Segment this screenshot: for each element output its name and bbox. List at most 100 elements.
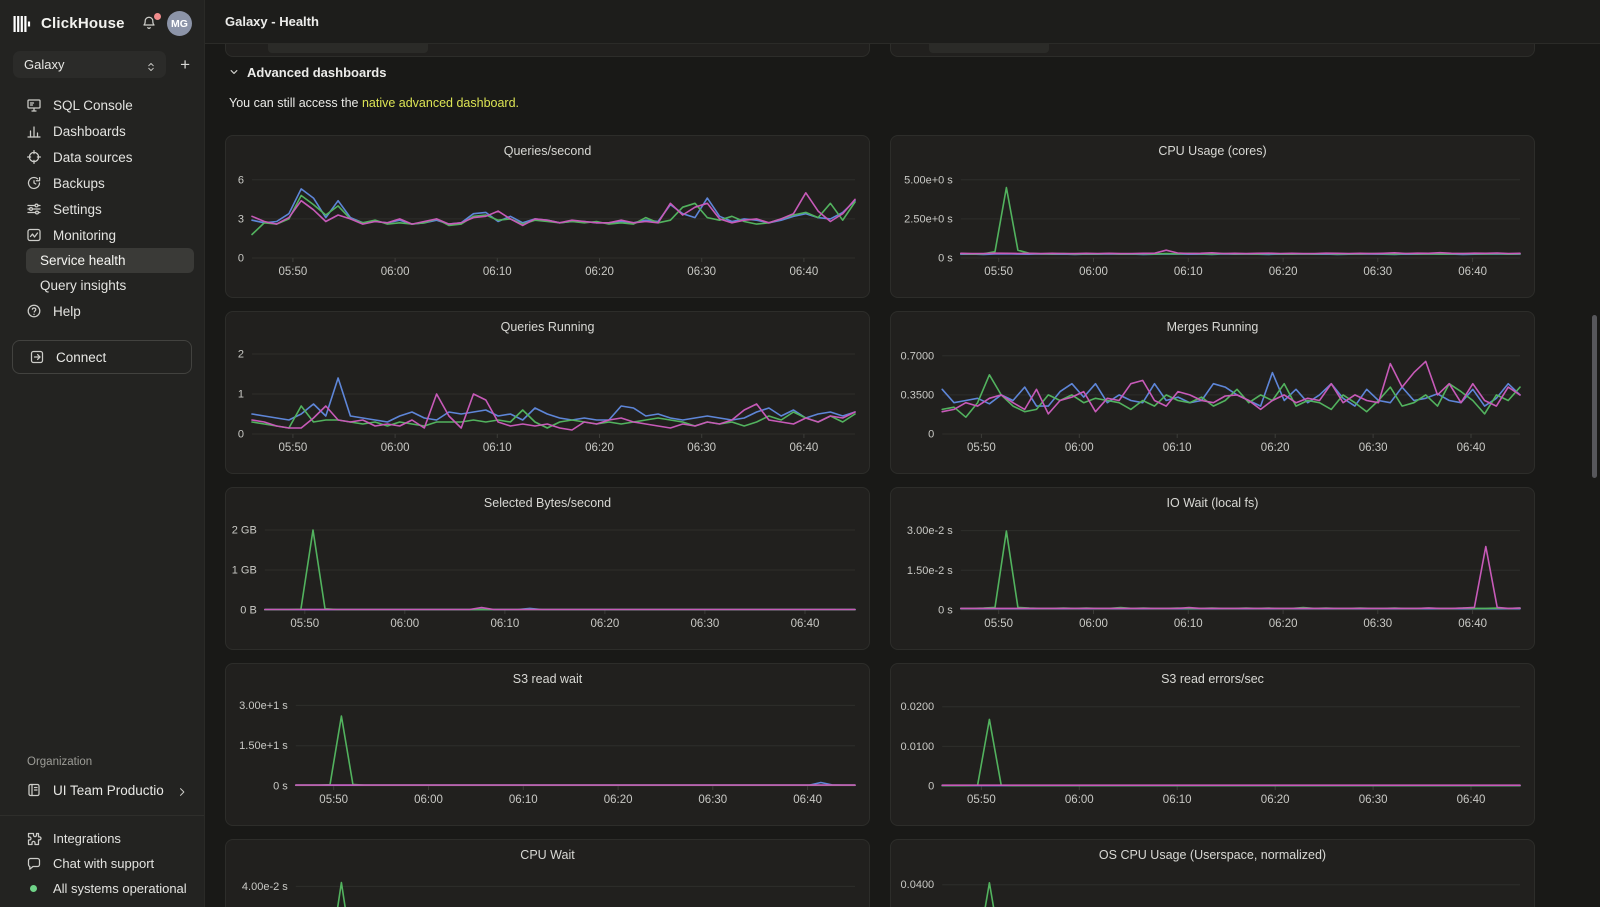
partial-control — [268, 44, 428, 53]
sidebar-bottom: Organization UI Team Productio... Integr… — [0, 756, 204, 907]
sidebar-item-settings[interactable]: Settings — [10, 196, 194, 222]
svg-text:06:30: 06:30 — [687, 442, 716, 454]
svg-text:0.0400: 0.0400 — [901, 879, 935, 891]
chart-title: Merges Running — [1166, 320, 1259, 334]
chart-selected-bytes[interactable]: 0 B 1 GB 2 GB 05:50 06:00 06:10 06:20 06:30 06:4… — [226, 488, 869, 649]
svg-text:06:00: 06:00 — [381, 266, 410, 278]
svg-text:06:40: 06:40 — [790, 266, 819, 278]
chart-title: IO Wait (local fs) — [1166, 496, 1259, 510]
svg-text:0 s: 0 s — [938, 253, 953, 265]
help-icon — [26, 303, 42, 319]
sidebar-item-dashboards[interactable]: Dashboards — [10, 118, 194, 144]
sidebar-item-help[interactable]: Help — [10, 298, 194, 324]
chart-title: S3 read wait — [512, 672, 583, 686]
chart-card-os-cpu-usage: OS CPU Usage (Userspace, normalized) 0.0… — [890, 839, 1535, 907]
charts-grid: Queries/second 0 3 6 05:50 06:00 06:10 06:20 06… — [225, 135, 1600, 907]
advanced-dashboard-note: You can still access the native advanced… — [229, 96, 1600, 110]
organization-name: UI Team Productio... — [53, 782, 165, 798]
svg-text:1: 1 — [238, 389, 244, 401]
chart-s3-read-wait[interactable]: 0 s 1.50e+1 s 3.00e+1 s 05:50 06:00 06:10 06:2… — [226, 664, 869, 825]
status-label: All systems operational — [53, 881, 187, 896]
svg-text:0 B: 0 B — [240, 605, 257, 617]
svg-text:0 s: 0 s — [938, 605, 953, 617]
connect-label: Connect — [56, 349, 107, 365]
svg-text:0: 0 — [928, 781, 934, 793]
chart-title: OS CPU Usage (Userspace, normalized) — [1098, 848, 1327, 862]
svg-text:0: 0 — [238, 253, 244, 265]
svg-text:06:40: 06:40 — [791, 618, 820, 630]
svg-text:0.3500: 0.3500 — [901, 389, 935, 401]
sidebar-item-sql-console[interactable]: SQL Console — [10, 92, 194, 118]
svg-text:06:10: 06:10 — [491, 618, 520, 630]
chart-s3-read-errors[interactable]: 0 0.0100 0.0200 05:50 06:00 06:10 06:20 06:30 06… — [891, 664, 1534, 825]
backup-restore-icon — [26, 175, 42, 191]
chart-title: CPU Usage (cores) — [1158, 144, 1267, 158]
svg-text:06:20: 06:20 — [591, 618, 620, 630]
chart-card-s3-read-errors: S3 read errors/sec 0 0.0100 0.0200 05:50 06:… — [890, 663, 1535, 826]
svg-text:1.50e+1 s: 1.50e+1 s — [239, 740, 288, 752]
sidebar-header: ClickHouse MG — [0, 0, 204, 44]
chart-queries-running[interactable]: 0 1 2 05:50 06:00 06:10 06:20 06:30 06:40 — [226, 312, 869, 473]
sidebar-item-monitoring[interactable]: Monitoring — [10, 222, 194, 248]
svg-text:05:50: 05:50 — [290, 618, 319, 630]
chevron-right-icon — [176, 784, 188, 796]
svg-text:06:10: 06:10 — [509, 794, 538, 806]
svg-text:3.00e-2 s: 3.00e-2 s — [907, 525, 953, 537]
partial-control — [929, 44, 1049, 53]
chart-io-wait[interactable]: 0 s 1.50e-2 s 3.00e-2 s 05:50 06:00 06:10 06:2… — [891, 488, 1534, 649]
connect-button[interactable]: Connect — [12, 340, 192, 374]
sidebar-item-chat-support[interactable]: Chat with support — [0, 851, 204, 876]
svg-text:06:30: 06:30 — [691, 618, 720, 630]
chart-queries-per-second[interactable]: 0 3 6 05:50 06:00 06:10 06:20 06:30 06:40 — [226, 136, 869, 297]
svg-text:06:30: 06:30 — [1359, 794, 1388, 806]
content-area: Advanced dashboards You can still access… — [205, 44, 1600, 907]
chart-title: CPU Wait — [520, 848, 575, 862]
svg-text:05:50: 05:50 — [967, 442, 996, 454]
sidebar-nav: SQL Console Dashboards Data sources Back… — [0, 88, 204, 324]
sidebar-item-data-sources[interactable]: Data sources — [10, 144, 194, 170]
organization-icon — [26, 782, 42, 798]
add-service-button[interactable]: + — [180, 55, 190, 74]
svg-text:6: 6 — [238, 174, 244, 186]
svg-text:06:40: 06:40 — [1458, 618, 1487, 630]
section-advanced-dashboards[interactable]: Advanced dashboards — [229, 63, 1600, 81]
scrollbar-thumb[interactable] — [1592, 315, 1597, 478]
svg-text:0: 0 — [238, 429, 244, 441]
svg-text:06:30: 06:30 — [698, 794, 727, 806]
svg-text:06:40: 06:40 — [1457, 794, 1486, 806]
notifications-button[interactable] — [141, 12, 161, 33]
svg-text:06:20: 06:20 — [1261, 794, 1290, 806]
svg-text:5.00e+0 s: 5.00e+0 s — [904, 174, 953, 186]
svg-text:06:40: 06:40 — [793, 794, 822, 806]
svg-text:05:50: 05:50 — [319, 794, 348, 806]
svg-text:0 s: 0 s — [273, 781, 288, 793]
chart-card-s3-read-wait: S3 read wait 0 s 1.50e+1 s 3.00e+1 s 05:50 0… — [225, 663, 870, 826]
svg-text:05:50: 05:50 — [279, 266, 308, 278]
native-advanced-dashboard-link[interactable]: native advanced dashboard — [361, 96, 516, 110]
sidebar-item-label: Service health — [40, 253, 126, 268]
chart-cpu-usage[interactable]: 0 s 2.50e+0 s 5.00e+0 s 05:50 06:00 06:10 06:2… — [891, 136, 1534, 297]
service-selector-value: Galaxy — [24, 57, 65, 72]
svg-text:06:10: 06:10 — [1174, 618, 1203, 630]
sidebar-item-service-health[interactable]: Service health — [26, 248, 194, 273]
footer-item-label: Chat with support — [53, 856, 155, 871]
svg-text:06:30: 06:30 — [687, 266, 716, 278]
sidebar-item-backups[interactable]: Backups — [10, 170, 194, 196]
chevron-down-icon — [229, 67, 239, 77]
svg-text:06:20: 06:20 — [1269, 266, 1298, 278]
sidebar-item-integrations[interactable]: Integrations — [0, 826, 204, 851]
sidebar-item-query-insights[interactable]: Query insights — [26, 273, 194, 298]
svg-text:06:00: 06:00 — [414, 794, 443, 806]
svg-text:0.0200: 0.0200 — [901, 701, 935, 713]
top-bar: Galaxy - Health — [205, 0, 1600, 44]
organization-switcher[interactable]: UI Team Productio... — [0, 777, 204, 803]
system-status[interactable]: All systems operational — [0, 876, 204, 901]
svg-text:05:50: 05:50 — [984, 618, 1013, 630]
chart-merges-running[interactable]: 0 0.3500 0.7000 05:50 06:00 06:10 06:20 06:30 06… — [891, 312, 1534, 473]
service-selector[interactable]: Galaxy — [13, 51, 167, 78]
avatar[interactable]: MG — [167, 11, 192, 36]
organization-section-label: Organization — [27, 756, 93, 768]
